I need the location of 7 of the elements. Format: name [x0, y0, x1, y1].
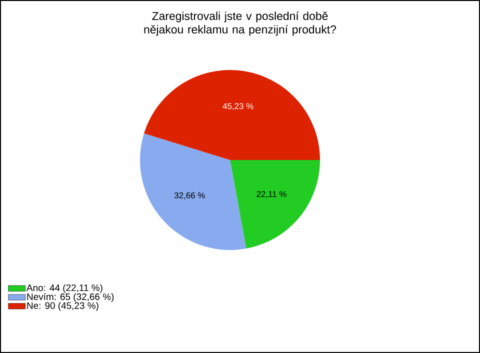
data-label: 22,11 % [256, 191, 286, 198]
data-label: 45,23 % [222, 103, 254, 110]
chart-title: Zaregistrovali jste v poslední době nějakou reklamu na penzijní produkt? [144, 12, 336, 36]
legend-label: Nevím: 65 (32,66 %) [27, 293, 114, 302]
data-label: 32,66 % [174, 192, 205, 200]
legend-label: Ano: 44 (22,11 %) [26, 284, 102, 294]
legend-label: Ne: 90 (45,23 %) [27, 302, 98, 311]
